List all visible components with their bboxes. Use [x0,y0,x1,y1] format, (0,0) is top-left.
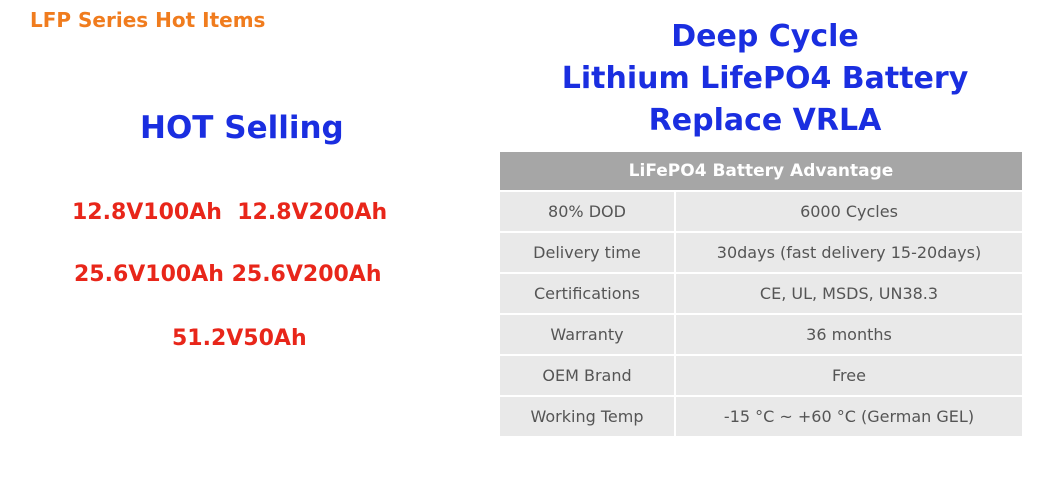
heading-line: Deep Cycle [671,19,859,54]
item: 12.8V100Ah 12.8V200Ah [72,200,388,225]
right-heading: Deep Cycle Lithium LifePO4 Battery Repla… [500,16,1030,142]
row: 80% DOD 6000 Cycles [500,190,1022,232]
table-title: LiFePO4 Battery Advantage [500,152,1022,191]
hot-heading: HOT Selling [140,110,344,146]
cell: Delivery time [500,231,676,273]
heading-line: Replace VRLA [648,103,882,138]
heading-line: Lithium LifePO4 Battery [561,61,969,96]
cell: 36 months [675,313,1022,355]
cell: OEM Brand [500,354,676,396]
cell: Working Temp [500,395,676,436]
row: Working Temp -15 °C ~ +60 °C (German GEL) [500,395,1022,436]
cell: 80% DOD [500,190,676,232]
cell: Certifications [500,272,676,314]
cell: CE, UL, MSDS, UN38.3 [675,272,1022,314]
title: LFP Series Hot Items [30,8,266,32]
cell: 6000 Cycles [675,190,1022,232]
advantage-table: LiFePO4 Battery Advantage 80% DOD 6000 Cy… [500,152,1022,436]
cell: Warranty [500,313,676,355]
item: 25.6V100Ah 25.6V200Ah [74,262,382,287]
row: Warranty 36 months [500,313,1022,355]
cell: Free [675,354,1022,396]
row: OEM Brand Free [500,354,1022,396]
cell: 30days (fast delivery 15-20days) [675,231,1022,273]
row: Delivery time 30days (fast delivery 15-20… [500,231,1022,273]
item: 51.2V50Ah [172,326,307,351]
cell: -15 °C ~ +60 °C (German GEL) [675,395,1022,436]
row: Certifications CE, UL, MSDS, UN38.3 [500,272,1022,314]
